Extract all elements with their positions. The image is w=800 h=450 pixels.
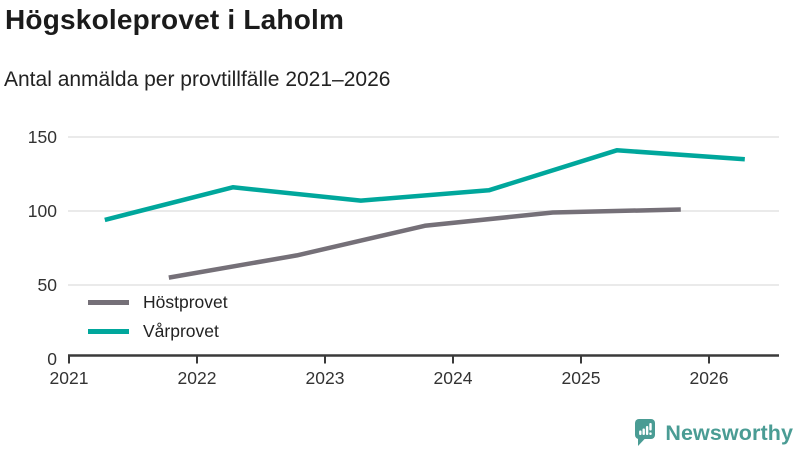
x-tick-label: 2023 — [306, 368, 345, 388]
x-tick-label: 2024 — [434, 368, 473, 388]
legend-label: Vårprovet — [143, 321, 219, 341]
y-tick-label: 50 — [38, 275, 58, 295]
legend-swatch — [88, 300, 129, 305]
y-tick-label: 150 — [28, 127, 57, 147]
newsworthy-branding[interactable]: Newsworthy — [634, 419, 793, 447]
newsworthy-label: Newsworthy — [665, 420, 793, 445]
series-line-v-rprovet — [104, 148, 745, 223]
chart-title: Högskoleprovet i Laholm — [5, 4, 345, 35]
y-tick-label: 100 — [28, 201, 57, 221]
x-tick-label: 2026 — [690, 368, 729, 388]
y-tick-label: 0 — [47, 349, 57, 369]
legend-item: Vårprovet — [88, 317, 228, 346]
x-tick-label: 2025 — [562, 368, 601, 388]
x-tick-label: 2021 — [50, 368, 89, 388]
x-tick-label: 2022 — [178, 368, 217, 388]
legend-swatch — [88, 329, 129, 334]
chart-legend: Höstprovet Vårprovet — [86, 286, 242, 350]
series-line-h-stprovet — [168, 207, 681, 280]
legend-item: Höstprovet — [88, 288, 228, 317]
newsworthy-logo-icon — [635, 419, 656, 446]
legend-label: Höstprovet — [143, 292, 228, 312]
chart-subtitle: Antal anmälda per provtillfälle 2021–202… — [4, 68, 391, 91]
